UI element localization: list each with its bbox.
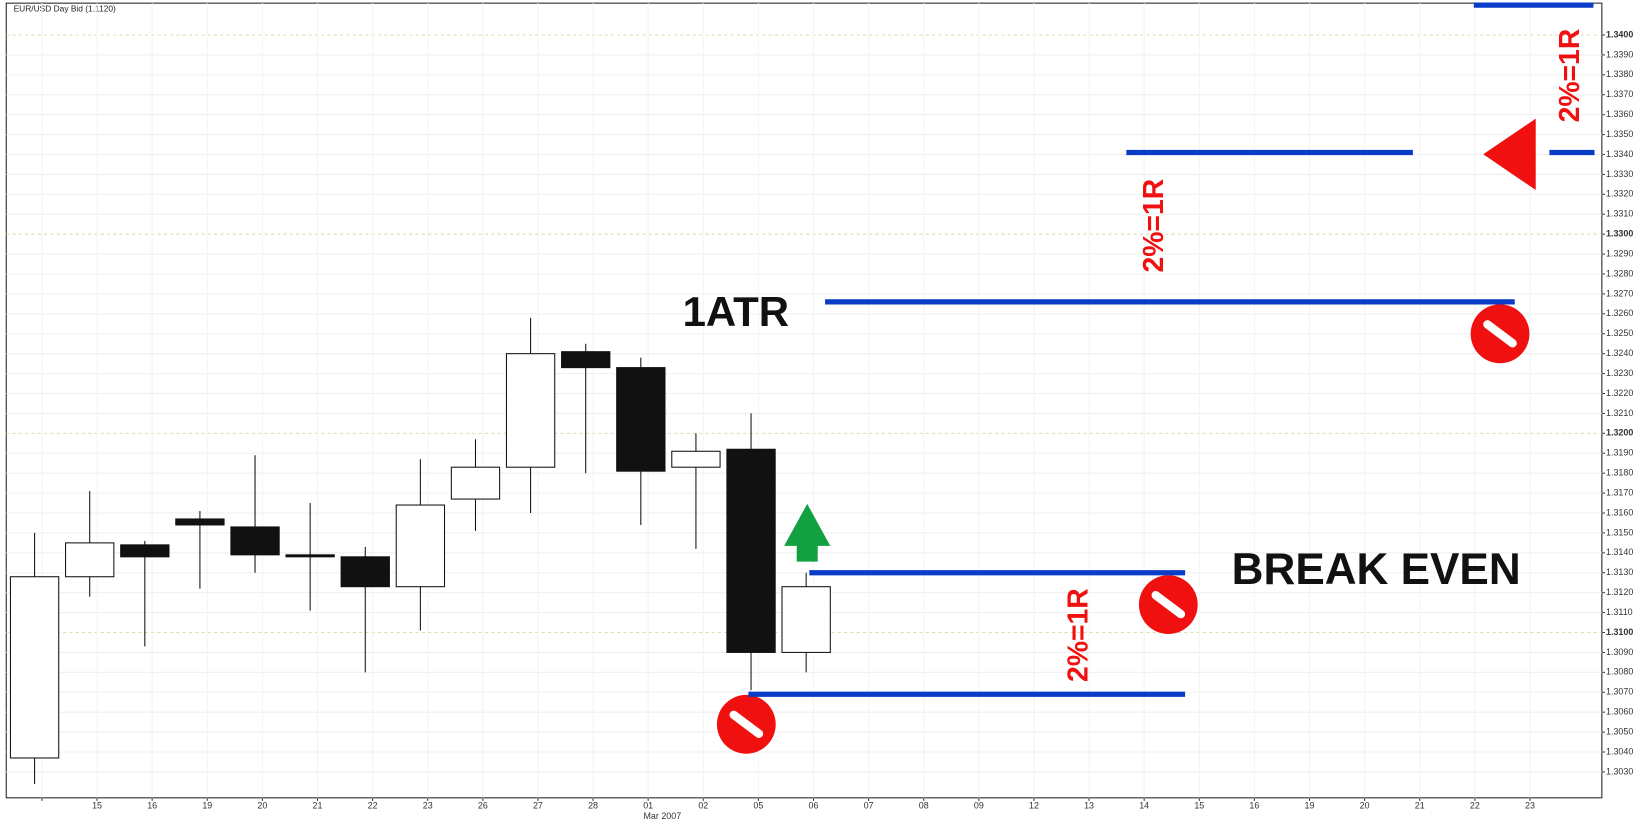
- y-tick-label: 1.3130: [1606, 567, 1633, 577]
- stop-icon-bar: [1483, 320, 1517, 348]
- y-tick-label: 1.3140: [1606, 547, 1633, 557]
- y-tick-label: 1.3320: [1606, 189, 1633, 199]
- y-tick-label: 1.3170: [1606, 487, 1633, 497]
- x-tick-label: 19: [1305, 801, 1315, 811]
- y-tick-label: 1.3350: [1606, 129, 1633, 139]
- x-tick-label: 16: [147, 801, 157, 811]
- candle-body: [450, 466, 501, 500]
- up-arrow: [784, 503, 831, 562]
- candle-body: [781, 586, 831, 653]
- y-tick-label: 1.3380: [1606, 69, 1633, 79]
- x-tick-label: 16: [1249, 801, 1259, 811]
- candle-body: [505, 353, 556, 468]
- y-tick-label: 1.3120: [1606, 587, 1633, 597]
- y-tick-label: 1.3390: [1606, 49, 1633, 59]
- y-tick-label: 1.3370: [1606, 89, 1633, 99]
- x-tick-label: 20: [257, 801, 267, 811]
- x-tick-label: 13: [1084, 801, 1094, 811]
- candle-body: [395, 504, 446, 588]
- y-tick-label: 1.3290: [1606, 248, 1633, 258]
- candle-body: [285, 554, 335, 558]
- candle-body: [561, 351, 611, 369]
- y-tick-label: 1.3360: [1606, 109, 1633, 119]
- y-tick-label: 1.3220: [1606, 388, 1633, 398]
- break-even-label: BREAK EVEN: [1232, 545, 1521, 594]
- y-tick-label: 1.3240: [1606, 348, 1633, 358]
- chart-title: EUR/USD Day Bid (1.1120): [14, 4, 116, 14]
- y-tick-label: 1.3050: [1606, 726, 1633, 736]
- y-tick-label: 1.3230: [1606, 368, 1633, 378]
- y-tick-label: 1.3060: [1606, 707, 1633, 717]
- x-tick-label: 22: [368, 801, 378, 811]
- y-tick-label: 1.3300: [1606, 229, 1633, 239]
- y-tick-label: 1.3280: [1606, 268, 1633, 278]
- x-tick-label: 01: [643, 801, 653, 811]
- y-tick-label: 1.3180: [1606, 468, 1633, 478]
- y-tick-label: 1.3150: [1606, 527, 1633, 537]
- x-tick-label: 20: [1360, 801, 1370, 811]
- x-tick-label: 28: [588, 801, 598, 811]
- y-tick-label: 1.3190: [1606, 448, 1633, 458]
- y-tick-label: 1.3200: [1606, 428, 1633, 438]
- left-triangle: [1483, 118, 1536, 191]
- candle-body: [671, 450, 721, 468]
- x-tick-label: 09: [974, 801, 984, 811]
- y-tick-label: 1.3400: [1606, 29, 1633, 39]
- x-tick-label: 21: [1415, 801, 1425, 811]
- candle-body: [120, 544, 170, 558]
- x-tick-label: 26: [478, 801, 488, 811]
- y-tick-label: 1.3340: [1606, 149, 1633, 159]
- stop-icon-bar: [729, 710, 764, 738]
- y-tick-label: 1.3070: [1606, 687, 1633, 697]
- x-tick-label: 27: [533, 801, 543, 811]
- x-tick-label: 23: [423, 801, 433, 811]
- x-tick-label: 12: [1029, 801, 1039, 811]
- y-tick-label: 1.3210: [1606, 408, 1633, 418]
- x-tick-label: 21: [313, 801, 323, 811]
- x-tick-label: 22: [1470, 801, 1480, 811]
- stop-icon-bar: [1151, 591, 1186, 619]
- x-tick-label: 06: [809, 801, 819, 811]
- y-tick-label: 1.3160: [1606, 507, 1633, 517]
- y-tick-label: 1.3270: [1606, 288, 1633, 298]
- x-tick-label: 23: [1525, 801, 1535, 811]
- y-tick-label: 1.3110: [1606, 607, 1633, 617]
- risk-label: 2%=1R: [1063, 588, 1095, 682]
- plot-frame: [5, 2, 1603, 799]
- candle-body: [175, 518, 225, 526]
- candle-body: [616, 367, 666, 472]
- risk-label: 2%=1R: [1138, 179, 1170, 273]
- y-tick-label: 1.3090: [1606, 647, 1633, 657]
- x-tick-label: 08: [919, 801, 929, 811]
- candle-body: [230, 526, 280, 556]
- y-tick-label: 1.3030: [1606, 766, 1633, 776]
- x-tick-label: 15: [92, 801, 102, 811]
- x-tick-label: 07: [864, 801, 874, 811]
- x-tick-label: 15: [1194, 801, 1204, 811]
- y-tick-label: 1.3330: [1606, 169, 1633, 179]
- y-tick-label: 1.3260: [1606, 308, 1633, 318]
- x-tick-label: 05: [753, 801, 763, 811]
- candle-body: [65, 542, 115, 578]
- risk-label: 2%=1R: [1554, 29, 1586, 123]
- y-tick-label: 1.3100: [1606, 627, 1633, 637]
- candle-body: [9, 576, 60, 759]
- candle-body: [340, 556, 390, 588]
- candle-body: [726, 448, 776, 653]
- x-tick-label: 14: [1139, 801, 1149, 811]
- y-tick-label: 1.3310: [1606, 209, 1633, 219]
- x-sublabel: Mar 2007: [644, 811, 682, 821]
- atr-label: 1ATR: [683, 288, 789, 335]
- y-tick-label: 1.3040: [1606, 746, 1633, 756]
- x-tick-label: 02: [698, 801, 708, 811]
- y-tick-label: 1.3250: [1606, 328, 1633, 338]
- x-tick-label: 19: [202, 801, 212, 811]
- y-tick-label: 1.3080: [1606, 667, 1633, 677]
